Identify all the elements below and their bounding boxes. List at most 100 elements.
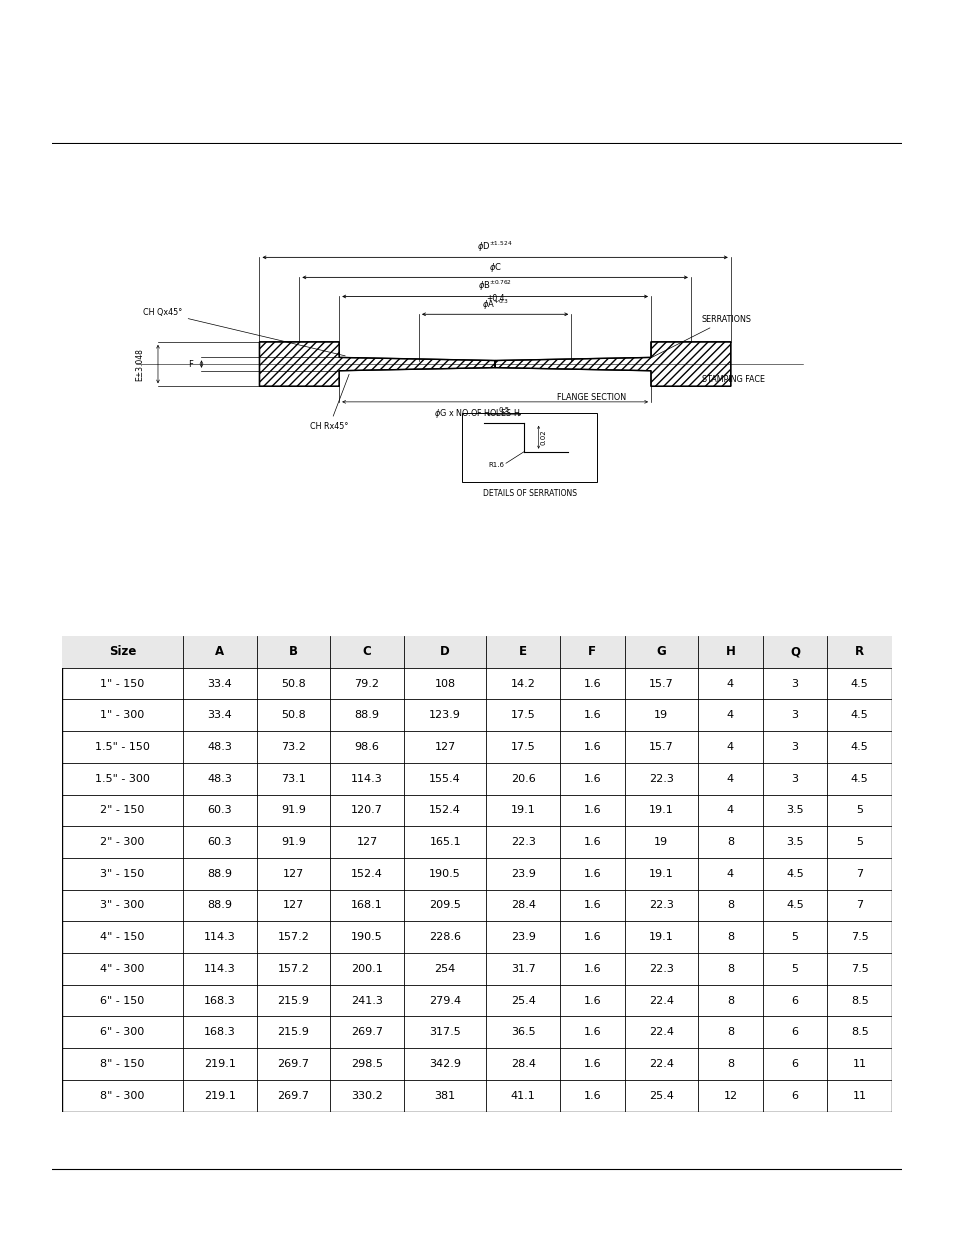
Text: 127: 127: [434, 742, 456, 752]
Text: 219.1: 219.1: [204, 1091, 235, 1100]
Text: 215.9: 215.9: [277, 1028, 309, 1037]
Text: 60.3: 60.3: [208, 805, 232, 815]
Text: 3: 3: [791, 773, 798, 784]
Text: 31.7: 31.7: [510, 963, 535, 974]
Text: $\phi$A$^{+0.3}$: $\phi$A$^{+0.3}$: [481, 298, 508, 311]
Text: 168.1: 168.1: [351, 900, 382, 910]
Text: 1.6: 1.6: [583, 932, 600, 942]
Text: 190.5: 190.5: [351, 932, 382, 942]
Text: Q: Q: [789, 646, 800, 658]
Text: FLANGE SECTION: FLANGE SECTION: [557, 393, 625, 401]
Text: +0.4: +0.4: [485, 294, 504, 303]
Text: 19.1: 19.1: [648, 805, 673, 815]
Text: 15.7: 15.7: [648, 678, 673, 689]
Text: 60.3: 60.3: [208, 837, 232, 847]
Text: 79.2: 79.2: [355, 678, 379, 689]
Text: 5: 5: [791, 932, 798, 942]
Text: CH Rx45°: CH Rx45°: [310, 374, 349, 431]
Text: 22.3: 22.3: [510, 837, 535, 847]
Text: 1" - 150: 1" - 150: [100, 678, 145, 689]
Text: 3.5: 3.5: [785, 837, 803, 847]
Text: CH Qx45°: CH Qx45°: [143, 309, 345, 356]
Text: STAMPING FACE: STAMPING FACE: [701, 375, 764, 384]
Text: 1.6: 1.6: [583, 773, 600, 784]
Text: 7.5: 7.5: [850, 932, 867, 942]
Text: E: E: [518, 646, 527, 658]
Text: 317.5: 317.5: [429, 1028, 460, 1037]
Text: 298.5: 298.5: [351, 1058, 383, 1070]
Text: 219.1: 219.1: [204, 1058, 235, 1070]
Text: 25.4: 25.4: [510, 995, 535, 1005]
Text: 3" - 300: 3" - 300: [100, 900, 145, 910]
Text: 269.7: 269.7: [277, 1058, 309, 1070]
Text: 41.1: 41.1: [510, 1091, 535, 1100]
Text: 48.3: 48.3: [207, 742, 233, 752]
Text: D: D: [440, 646, 450, 658]
Text: 98.6: 98.6: [355, 742, 379, 752]
Text: 4.5: 4.5: [850, 742, 867, 752]
Text: 6: 6: [791, 1028, 798, 1037]
Text: 190.5: 190.5: [429, 868, 460, 879]
Text: 269.7: 269.7: [351, 1028, 383, 1037]
Text: 168.3: 168.3: [204, 995, 235, 1005]
Text: 19: 19: [654, 710, 668, 720]
Text: 4: 4: [726, 678, 733, 689]
Text: 6: 6: [791, 995, 798, 1005]
Text: 4" - 150: 4" - 150: [100, 932, 145, 942]
Text: 1.6: 1.6: [583, 1028, 600, 1037]
Text: 1.6: 1.6: [583, 995, 600, 1005]
Text: 19: 19: [654, 837, 668, 847]
Text: C: C: [362, 646, 371, 658]
Text: 50.8: 50.8: [281, 678, 306, 689]
Text: 23.9: 23.9: [510, 932, 535, 942]
Text: Size: Size: [109, 646, 136, 658]
Text: 4: 4: [726, 773, 733, 784]
Text: H: H: [725, 646, 735, 658]
Text: 5: 5: [791, 963, 798, 974]
Text: 91.9: 91.9: [281, 805, 306, 815]
Text: 1.5" - 150: 1.5" - 150: [95, 742, 150, 752]
Text: $\phi$G x NO.OF HOLES H: $\phi$G x NO.OF HOLES H: [434, 408, 519, 420]
Text: 15.7: 15.7: [648, 742, 673, 752]
Text: 91.9: 91.9: [281, 837, 306, 847]
Text: 120.7: 120.7: [351, 805, 382, 815]
Text: 0.02: 0.02: [540, 430, 546, 446]
Text: 209.5: 209.5: [429, 900, 460, 910]
Text: 8: 8: [726, 1028, 733, 1037]
Text: 254: 254: [434, 963, 456, 974]
Text: 8: 8: [726, 900, 733, 910]
Bar: [62, 636, 891, 668]
Text: 88.9: 88.9: [207, 868, 233, 879]
Text: SERRATIONS: SERRATIONS: [649, 315, 751, 358]
Text: 6" - 150: 6" - 150: [100, 995, 145, 1005]
Text: 8: 8: [726, 1058, 733, 1070]
Text: E±3.048: E±3.048: [135, 347, 144, 380]
Text: 11: 11: [852, 1091, 865, 1100]
Text: 23.9: 23.9: [510, 868, 535, 879]
Text: 33.4: 33.4: [208, 678, 233, 689]
Text: 4.5: 4.5: [785, 868, 803, 879]
Text: 22.3: 22.3: [648, 900, 673, 910]
Text: 17.5: 17.5: [510, 710, 535, 720]
Text: 3: 3: [791, 710, 798, 720]
Text: 123.9: 123.9: [429, 710, 460, 720]
Text: 127: 127: [356, 837, 377, 847]
Text: 114.3: 114.3: [204, 963, 235, 974]
Text: 4" - 300: 4" - 300: [100, 963, 145, 974]
Text: 114.3: 114.3: [204, 932, 235, 942]
Text: 8" - 300: 8" - 300: [100, 1091, 145, 1100]
Text: DETAILS OF SERRATIONS: DETAILS OF SERRATIONS: [482, 489, 576, 498]
Text: 7: 7: [855, 868, 862, 879]
Text: 4.5: 4.5: [850, 710, 867, 720]
Text: 50.8: 50.8: [281, 710, 306, 720]
Text: 1.6: 1.6: [583, 837, 600, 847]
Text: 108: 108: [435, 678, 456, 689]
Text: 22.4: 22.4: [648, 1058, 673, 1070]
Text: 3: 3: [791, 742, 798, 752]
Text: 215.9: 215.9: [277, 995, 309, 1005]
Text: $\phi$B$^{\pm0.762}$: $\phi$B$^{\pm0.762}$: [477, 279, 512, 294]
Text: 330.2: 330.2: [351, 1091, 382, 1100]
Text: 114.3: 114.3: [351, 773, 382, 784]
Text: $\phi$C: $\phi$C: [488, 261, 501, 274]
Text: R: R: [854, 646, 863, 658]
